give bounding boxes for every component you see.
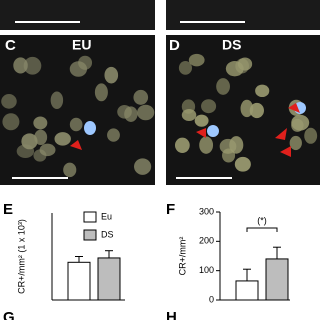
- cell: [33, 116, 48, 130]
- cell: [234, 156, 251, 172]
- cell: [304, 127, 318, 144]
- cell: [216, 78, 230, 95]
- bar: [97, 257, 121, 301]
- bar: [265, 258, 289, 301]
- panel-label: EU: [72, 37, 91, 53]
- cell: [255, 84, 270, 98]
- cell: [240, 99, 254, 118]
- y-tick-label: 100: [199, 265, 214, 275]
- panel-letter: G: [3, 309, 15, 320]
- cell: [50, 91, 64, 110]
- arrowhead: [70, 140, 82, 150]
- arrowhead: [280, 146, 291, 157]
- micrograph-a: [0, 0, 155, 30]
- legend-label: Eu: [101, 211, 112, 221]
- cell: [21, 133, 38, 150]
- cell: [84, 121, 96, 135]
- cell: [69, 117, 83, 132]
- y-axis-label: CR+/mm²: [177, 237, 187, 276]
- cell: [134, 158, 152, 175]
- bar: [235, 280, 259, 301]
- significance-bracket: [246, 227, 278, 232]
- y-tick-label: 300: [199, 206, 214, 216]
- cell: [222, 148, 236, 163]
- cell: [291, 118, 304, 132]
- cell: [54, 132, 71, 146]
- micrograph-b: [166, 0, 320, 30]
- panel-label: DS: [222, 37, 241, 53]
- cell: [181, 99, 196, 114]
- cell: [2, 113, 20, 131]
- cell: [237, 57, 253, 71]
- y-tick-label: 0: [209, 294, 214, 304]
- panel-letter: D: [169, 37, 180, 54]
- cell: [107, 128, 120, 142]
- legend-swatch: [83, 211, 97, 223]
- cell: [188, 53, 205, 67]
- cell: [117, 105, 132, 119]
- cell: [174, 137, 190, 153]
- cell: [1, 94, 17, 109]
- cell: [178, 60, 192, 75]
- cell: [207, 125, 219, 137]
- legend-label: DS: [101, 229, 114, 239]
- cell: [137, 104, 155, 121]
- cell: [201, 99, 217, 114]
- cell: [249, 102, 264, 119]
- panel-letter: H: [166, 309, 177, 320]
- cell: [33, 149, 47, 162]
- cell: [133, 89, 149, 105]
- cell: [194, 114, 209, 127]
- cell: [63, 162, 77, 178]
- cell: [23, 56, 42, 75]
- cell: [199, 136, 214, 154]
- y-axis-label: CR+/mm² (1 x 10³): [16, 219, 26, 294]
- panel-letter: E: [3, 201, 13, 218]
- panel-letter: C: [5, 37, 16, 54]
- cell: [104, 66, 119, 84]
- y-tick-label: 200: [199, 236, 214, 246]
- significance-label: (*): [257, 215, 267, 225]
- panel-letter: F: [166, 201, 175, 218]
- cell: [94, 83, 108, 102]
- cell: [78, 55, 93, 70]
- cell: [289, 135, 302, 151]
- bar: [67, 261, 91, 301]
- cell: [13, 57, 28, 74]
- arrowhead: [288, 103, 300, 113]
- arrowhead: [196, 128, 206, 138]
- arrowhead: [275, 128, 287, 140]
- legend-swatch: [83, 229, 97, 241]
